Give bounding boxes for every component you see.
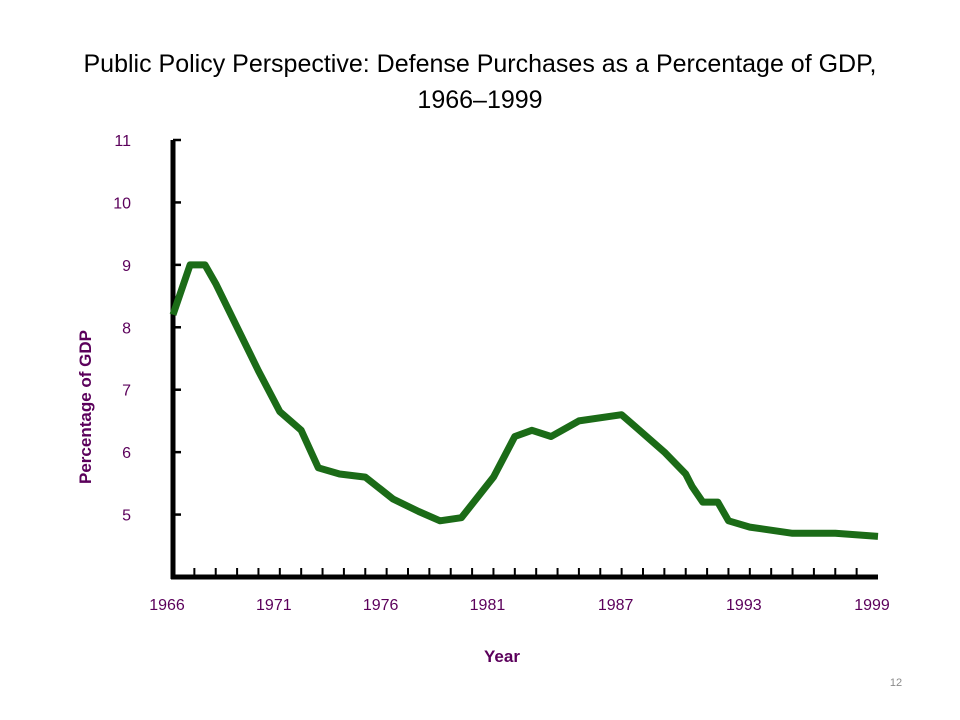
x-tick-label-1976: 1976 [363,597,399,614]
x-axis-title: Year [484,647,520,666]
y-tick-label-7: 7 [122,383,131,400]
y-tick-label-10: 10 [113,195,131,212]
x-tick-label-1999: 1999 [854,597,890,614]
page-number: 12 [889,677,903,689]
y-tick-label-11: 11 [114,133,131,150]
y-tick-label-9: 9 [122,258,131,275]
y-tick-label-5: 5 [122,508,131,525]
x-tick-label-1971: 1971 [256,597,292,614]
chart-title: Public Policy Perspective: Defense Purch… [0,46,960,118]
series-line-0 [169,261,879,540]
y-axis-title: Percentage of GDP [76,330,95,484]
chart-title-line-1: Public Policy Perspective: Defense Purch… [83,50,877,78]
x-tick-label-1966: 1966 [149,597,185,614]
x-tick-label-1981: 1981 [470,597,506,614]
x-tick-label-1987: 1987 [598,597,634,614]
y-tick-label-8: 8 [122,320,131,337]
chart-title-line-2: 1966–1999 [417,86,543,114]
y-tick-label-6: 6 [122,445,131,462]
x-tick-label-1993: 1993 [726,597,762,614]
